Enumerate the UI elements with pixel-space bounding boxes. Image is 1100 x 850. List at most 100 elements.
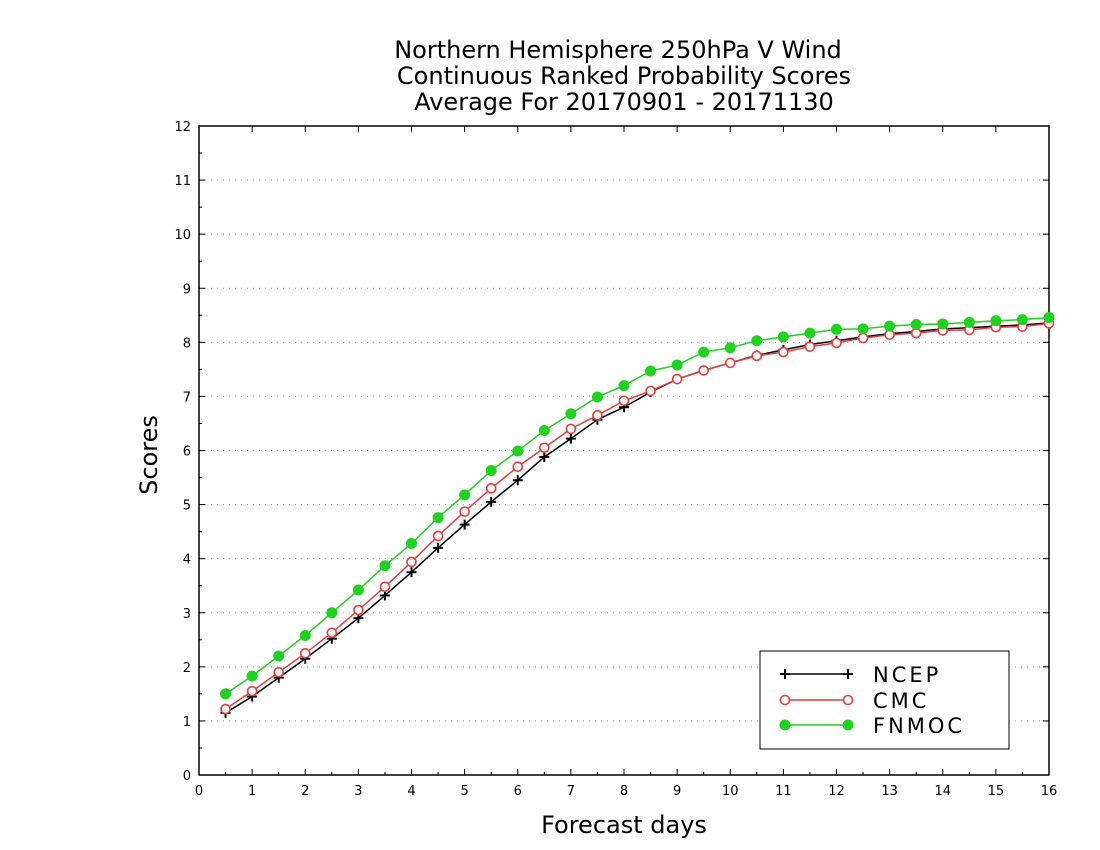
data-point-ncep [406,567,417,578]
chart-title-line-3: Average For 20170901 - 20171130 [414,88,834,116]
y-tick-label: 6 [183,445,191,460]
data-point-fnmoc [777,331,789,343]
y-tick-label: 12 [174,120,191,135]
data-point-fnmoc [326,607,338,619]
data-point-fnmoc [645,365,657,377]
data-point-cmc [618,395,630,407]
data-point-cmc [751,350,763,362]
data-point-ncep [433,542,444,553]
data-point-cmc [910,327,922,339]
x-tick-label: 5 [460,784,468,799]
y-tick-label: 9 [183,282,191,297]
data-point-ncep [565,433,576,444]
legend-marker-cmc [779,694,791,706]
data-point-cmc [565,423,577,435]
data-point-fnmoc [698,346,710,358]
y-axis-label: Scores [135,415,163,495]
x-tick-label: 13 [881,784,898,799]
data-point-fnmoc [459,489,471,501]
data-point-cmc [379,581,391,593]
data-point-cmc [778,346,789,358]
y-tick-label: 10 [174,228,191,243]
data-point-ncep [486,496,497,507]
grid [199,179,1049,722]
data-point-ncep [379,590,390,601]
legend-label-ncep: NCEP [873,663,941,687]
data-point-ncep [512,475,523,486]
data-point-cmc [804,341,816,352]
x-tick-label: 16 [1041,784,1058,799]
x-tick-label: 3 [354,784,362,799]
data-point-fnmoc [352,584,364,596]
legend-item-ncep: NCEP [780,663,941,687]
data-point-cmc [459,506,470,517]
data-point-fnmoc [432,512,444,524]
legend-item-cmc: CMC [779,689,929,713]
data-point-fnmoc [220,688,232,700]
y-tick-label: 2 [183,661,191,676]
data-point-fnmoc [831,323,842,335]
x-tick-label: 1 [248,784,256,799]
data-point-fnmoc [273,650,285,662]
data-point-cmc [592,410,603,421]
data-point-fnmoc [299,629,311,641]
data-point-cmc [671,373,683,385]
data-point-cmc [645,385,656,397]
data-point-fnmoc [485,465,497,477]
legend-marker-ncep [780,669,790,679]
legend-item-fnmoc: FNMOC [779,714,965,738]
x-tick-label: 11 [775,784,792,799]
data-point-cmc [432,530,444,542]
x-tick-label: 0 [195,784,203,799]
data-point-fnmoc [591,391,603,403]
x-tick-label: 2 [301,784,309,799]
data-point-fnmoc [379,560,391,572]
data-point-fnmoc [512,445,524,457]
x-tick-label: 12 [828,784,845,799]
x-tick-label: 4 [407,784,415,799]
y-tick-label: 7 [183,390,191,405]
legend-marker-ncep [843,669,853,679]
legend-label-cmc: CMC [873,689,929,713]
data-point-fnmoc [910,318,922,330]
x-tick-label: 15 [988,784,1005,799]
y-tick-label: 4 [183,553,191,568]
data-point-fnmoc [884,320,896,332]
series-fnmoc [220,311,1055,700]
data-point-cmc [406,556,417,568]
data-point-fnmoc [618,380,630,392]
data-point-cmc [246,685,258,697]
x-tick-label: 8 [620,784,628,799]
chart-title-line-1: Northern Hemisphere 250hPa V Wind [394,36,842,64]
y-tick-label: 5 [183,499,191,514]
data-point-cmc [273,666,284,678]
data-point-cmc [831,337,842,349]
data-point-cmc [220,703,231,715]
x-axis-label: Forecast days [541,811,707,839]
data-point-ncep [459,519,470,530]
data-point-cmc [857,332,869,344]
legend-marker-fnmoc [842,719,854,731]
y-tick-label: 0 [183,769,191,784]
y-tick-label: 11 [174,174,191,189]
data-point-fnmoc [406,538,417,550]
x-tick-label: 14 [934,784,951,799]
data-point-fnmoc [1043,311,1055,323]
data-point-cmc [299,648,311,659]
data-point-cmc [884,329,895,341]
x-tick-label: 7 [567,784,575,799]
legend-label-fnmoc: FNMOC [873,714,965,738]
data-point-fnmoc [724,342,736,354]
data-point-ncep [539,451,550,462]
data-point-fnmoc [751,335,763,347]
data-point-cmc [539,442,550,454]
data-point-fnmoc [857,323,869,335]
legend-marker-cmc [842,694,854,706]
data-point-cmc [698,365,709,376]
data-point-fnmoc [990,315,1002,327]
x-axis-ticks: 0 1 2 3 4 5 6 7 8 9 10 11 12 13 14 15 16 [195,126,1057,799]
y-tick-label: 1 [183,715,191,730]
